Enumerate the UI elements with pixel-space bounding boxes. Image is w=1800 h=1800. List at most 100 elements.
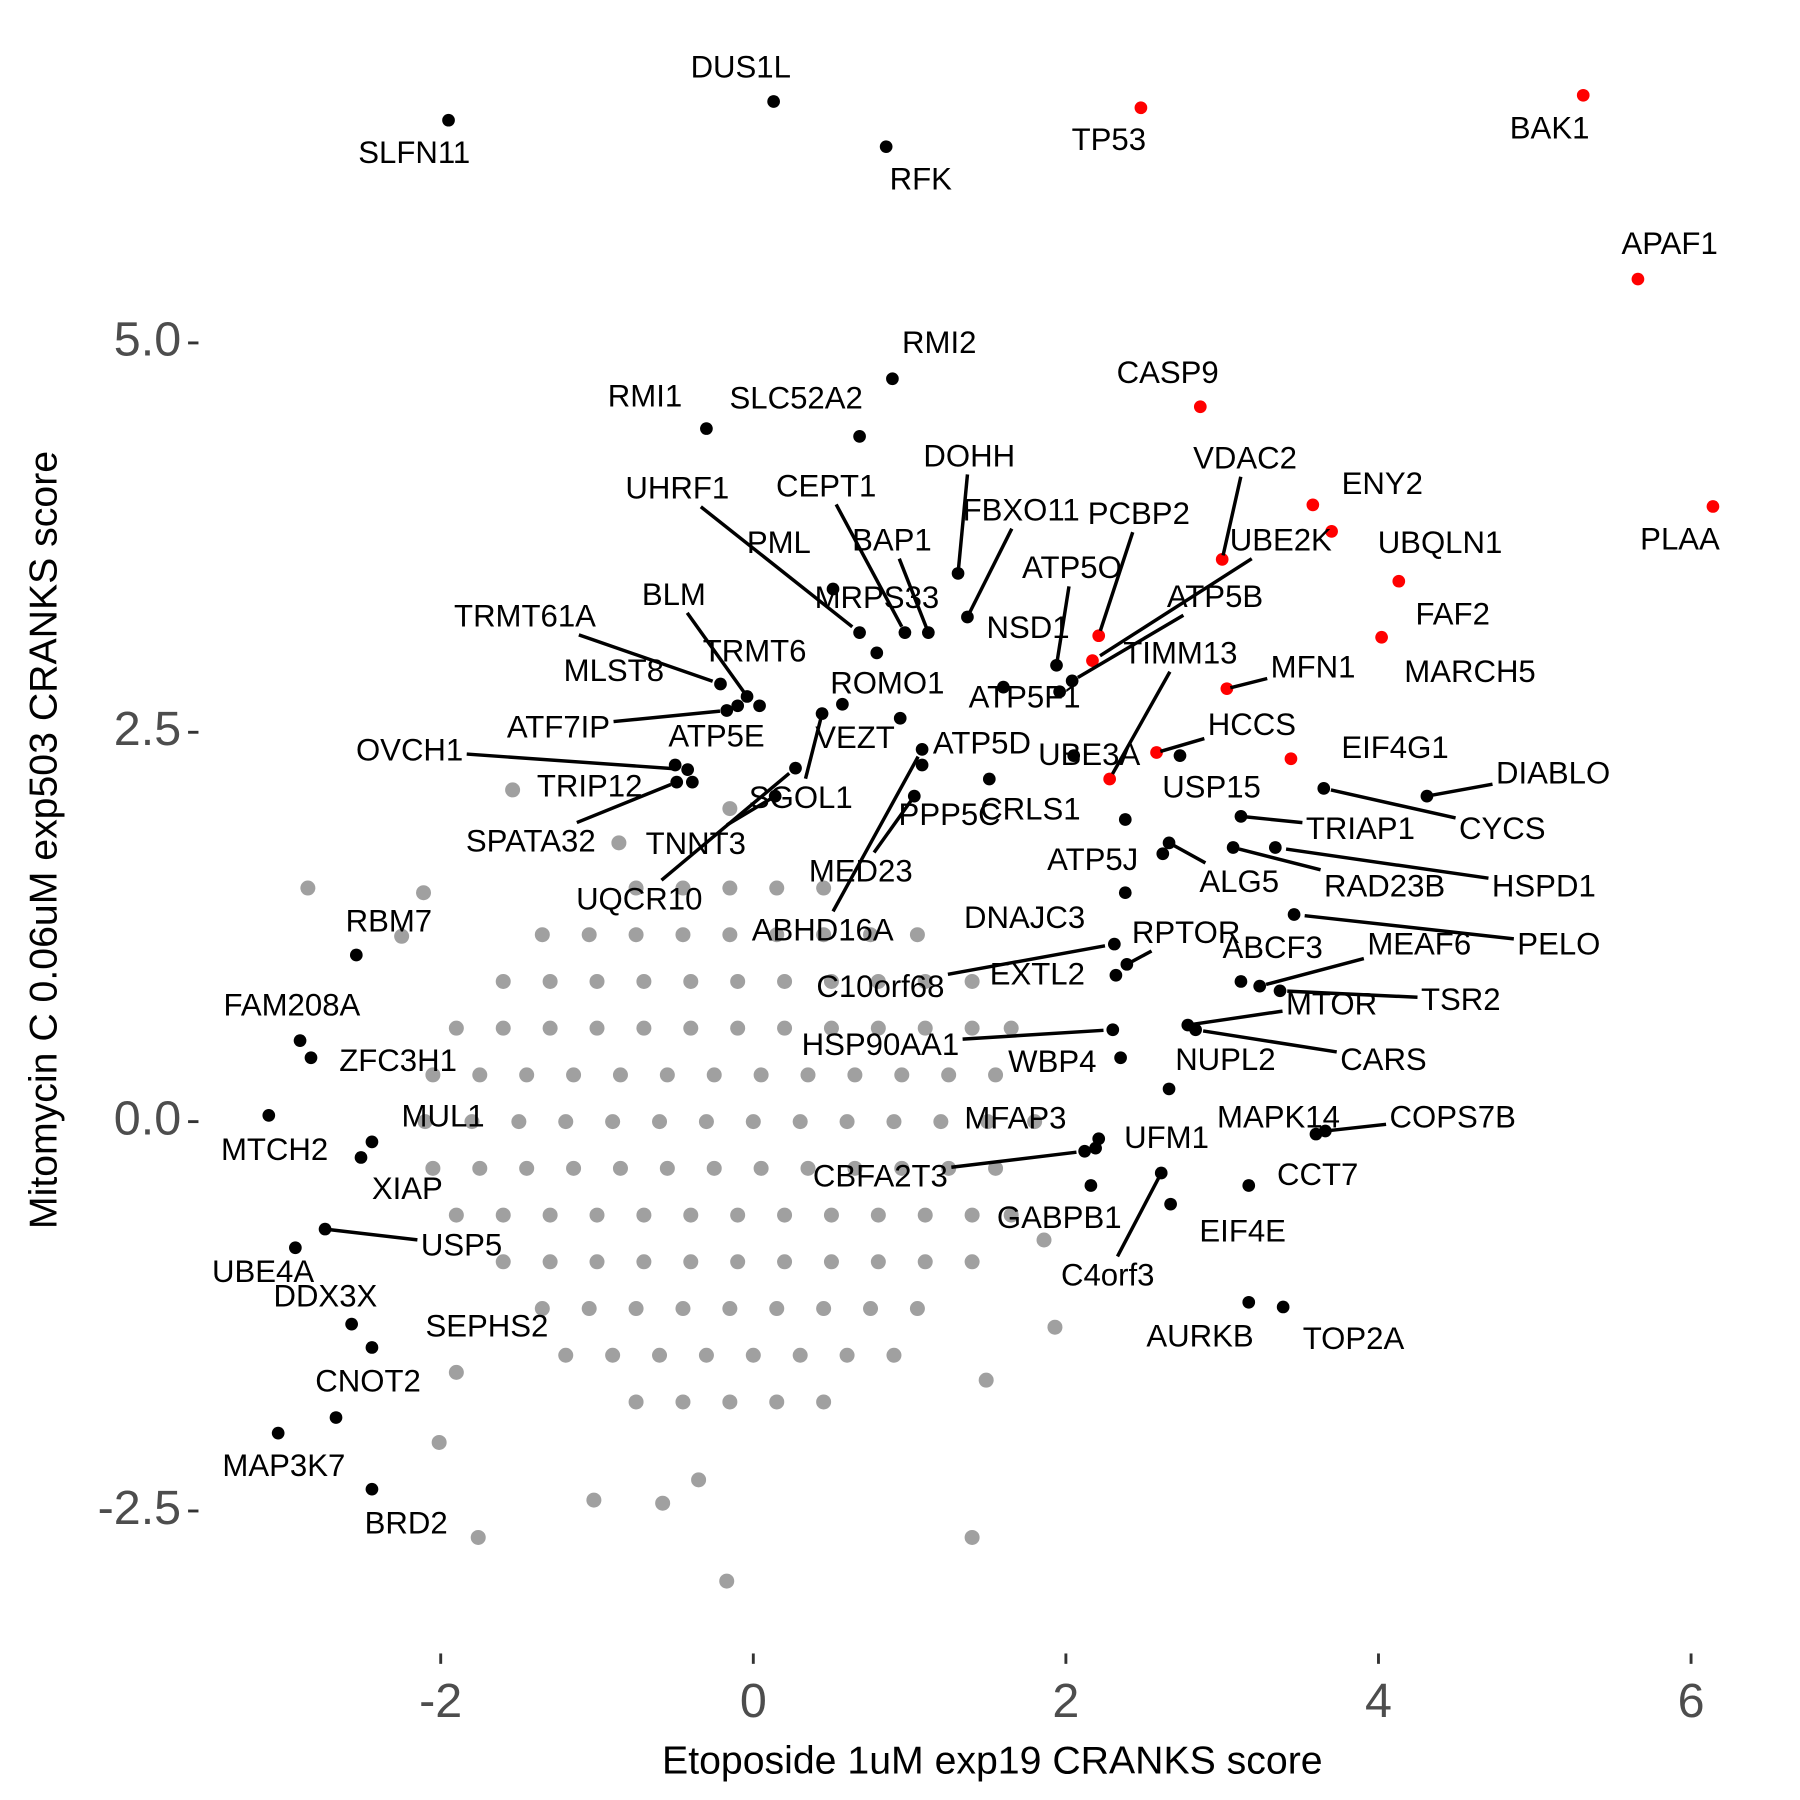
gene-point	[836, 697, 849, 711]
gene-label: UHRF1	[625, 471, 729, 506]
background-point	[605, 1114, 621, 1130]
gene-point	[1092, 629, 1106, 643]
background-point	[978, 1372, 994, 1388]
background-point	[589, 1020, 605, 1036]
gene-label: TOP2A	[1303, 1321, 1405, 1356]
background-point	[823, 1254, 839, 1270]
gene-label: RMI1	[608, 378, 682, 413]
gene-point	[1114, 1051, 1127, 1065]
gene-point	[1106, 1023, 1120, 1037]
gene-point	[1067, 749, 1081, 762]
background-point	[542, 973, 558, 989]
background-point	[777, 1254, 793, 1270]
gene-point	[1242, 1179, 1256, 1192]
background-point	[730, 1207, 746, 1223]
background-point	[886, 1114, 902, 1130]
gene-label: BLM	[642, 577, 706, 612]
background-point	[566, 1067, 582, 1083]
background-point	[448, 1207, 464, 1223]
background-point	[870, 1207, 886, 1223]
leader-line	[1221, 476, 1243, 556]
gene-point	[961, 610, 974, 624]
background-point	[464, 1114, 480, 1130]
gene-label: XIAP	[372, 1171, 443, 1206]
gene-label: MFAP3	[964, 1101, 1066, 1136]
gene-label: TRIP12	[537, 768, 643, 803]
gene-point	[1631, 272, 1645, 286]
gene-point	[1154, 1166, 1168, 1180]
gene-label: NUPL2	[1175, 1042, 1275, 1077]
background-point	[870, 1254, 886, 1270]
gene-label: ATF7IP	[507, 709, 610, 744]
background-point	[1047, 1319, 1063, 1335]
gene-point	[826, 582, 840, 596]
gene-point	[1189, 1023, 1202, 1037]
gene-point	[681, 763, 695, 776]
gene-label: ZFC3H1	[339, 1043, 457, 1078]
gene-point	[1118, 886, 1132, 900]
background-point	[894, 1160, 910, 1176]
gene-point	[740, 690, 754, 703]
leader-line	[1330, 1122, 1387, 1133]
gene-label: CEPT1	[776, 468, 876, 503]
leader-line	[1159, 736, 1205, 754]
background-point	[683, 1207, 699, 1223]
background-point	[511, 1114, 527, 1130]
gene-point	[1065, 674, 1079, 688]
gene-point	[1253, 979, 1267, 993]
background-point	[655, 1495, 671, 1511]
background-point	[964, 1207, 980, 1223]
leader-line	[1238, 847, 1321, 872]
gene-point	[767, 95, 780, 108]
gene-label: EIF4G1	[1341, 730, 1448, 765]
background-point	[706, 1160, 722, 1176]
y-tick-label: 5.0	[114, 313, 181, 367]
gene-label: APAF1	[1621, 226, 1717, 261]
gene-label: PCBP2	[1088, 496, 1190, 531]
gene-point	[1156, 847, 1170, 861]
gene-label: CYCS	[1459, 811, 1546, 846]
background-point	[394, 928, 410, 944]
leader-line	[1202, 1029, 1338, 1054]
gene-point	[365, 1482, 379, 1496]
gene-point	[365, 1135, 379, 1149]
background-point	[605, 1347, 621, 1363]
leader-line	[1076, 613, 1185, 679]
background-point	[722, 927, 738, 943]
gene-point	[1325, 525, 1338, 538]
x-tick-label: 6	[1678, 1674, 1705, 1728]
x-tick-label: -2	[419, 1674, 462, 1728]
gene-label: FBXO11	[963, 493, 1080, 528]
gene-label: NSD1	[987, 610, 1070, 645]
background-point	[722, 801, 738, 817]
gene-point	[1220, 682, 1234, 696]
background-point	[933, 1114, 949, 1130]
gene-point	[1317, 781, 1331, 795]
background-point	[558, 1347, 574, 1363]
background-point	[636, 1254, 652, 1270]
leader-line	[1330, 788, 1456, 820]
gene-point	[365, 1341, 379, 1354]
background-point	[816, 927, 832, 943]
gene-label: ROMO1	[830, 666, 944, 701]
background-point	[823, 973, 839, 989]
gene-label: TSR2	[1421, 982, 1501, 1017]
background-point	[847, 1067, 863, 1083]
gene-point	[753, 699, 766, 713]
leader-line	[1110, 670, 1172, 775]
background-point	[988, 1067, 1004, 1083]
background-point	[909, 1301, 925, 1317]
gene-point	[1706, 500, 1720, 513]
gene-label: DIABLO	[1496, 756, 1610, 791]
gene-point	[1318, 1124, 1332, 1138]
background-point	[745, 1114, 761, 1130]
background-point	[425, 1067, 441, 1083]
gene-point	[1078, 1144, 1091, 1158]
gene-label: UBQLN1	[1378, 525, 1503, 560]
background-point	[495, 1207, 511, 1223]
background-point	[542, 1020, 558, 1036]
background-point	[722, 1301, 738, 1317]
gene-label: C4orf3	[1061, 1258, 1154, 1293]
background-point	[730, 1254, 746, 1270]
